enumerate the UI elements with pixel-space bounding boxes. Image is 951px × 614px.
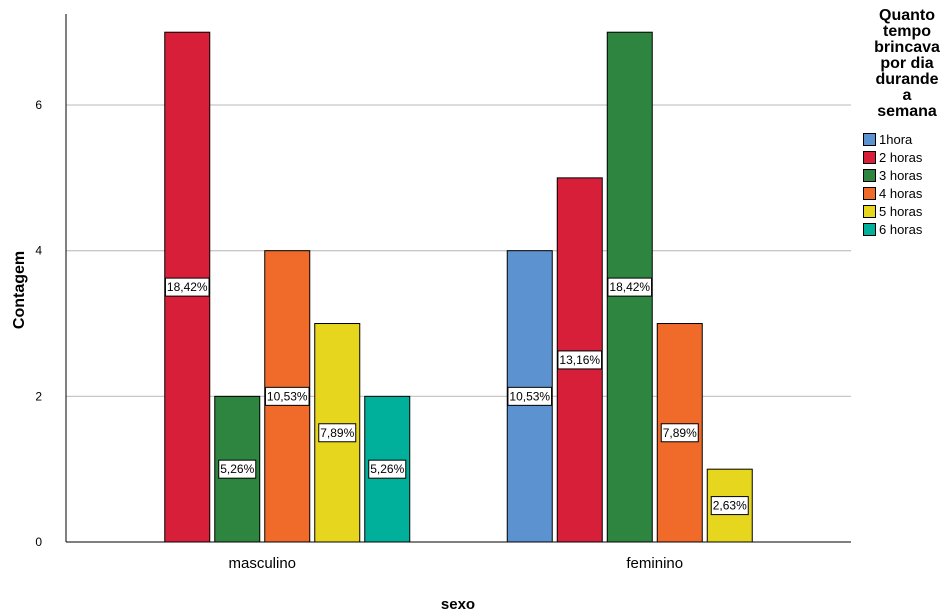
legend-title: Quanto tempo brincava por dia durande a … (874, 7, 940, 120)
legend-label: 4 horas (879, 185, 923, 201)
legend-item: 1hora (863, 130, 951, 148)
legend-item: 3 horas (863, 166, 951, 184)
legend-swatch (863, 150, 876, 164)
data-label: 5,26% (370, 462, 404, 476)
data-label-box (507, 386, 553, 406)
data-label: 2,63% (713, 499, 747, 513)
legend-item: 2 horas (863, 148, 951, 166)
data-label-box (557, 350, 603, 370)
data-label-box (264, 386, 310, 406)
data-label: 18,42% (609, 280, 650, 294)
data-label-box (318, 423, 357, 443)
data-label-box (368, 459, 407, 479)
data-labels: 18,42% 5,26% 10,53% 7,89% 5,26% 10,53% 13,16% 1… (164, 277, 749, 516)
data-label-box (218, 459, 257, 479)
axes: 0 2 4 6 masculino feminino (35, 14, 851, 572)
data-label: 13,16% (559, 353, 600, 367)
y-tick-label: 0 (35, 535, 42, 549)
data-label-box (710, 496, 749, 516)
data-label: 7,89% (320, 426, 354, 440)
legend: Quanto tempo brincava por dia durande a … (863, 8, 951, 238)
legend-label: 6 horas (879, 221, 923, 237)
data-label-box (607, 277, 653, 297)
legend-label: 5 horas (879, 203, 923, 219)
legend-label: 2 horas (879, 149, 923, 165)
legend-swatch (863, 204, 876, 218)
legend-swatch (863, 132, 876, 146)
legend-item: 6 horas (863, 220, 951, 238)
data-label: 7,89% (663, 426, 697, 440)
legend-label: 1hora (879, 131, 913, 147)
x-tick-label: feminino (626, 555, 683, 572)
y-tick-label: 6 (35, 98, 42, 112)
legend-swatch (863, 168, 876, 182)
data-label-box (660, 423, 699, 443)
y-axis-title: Contagem (11, 251, 28, 329)
legend-item: 4 horas (863, 184, 951, 202)
data-label: 10,53% (267, 389, 308, 403)
legend-label: 3 horas (879, 167, 923, 183)
legend-items: 1hora 2 horas 3 horas 4 horas 5 horas 6 horas (863, 130, 951, 238)
y-tick-label: 4 (35, 244, 42, 258)
legend-item: 5 horas (863, 202, 951, 220)
x-axis-title: sexo (441, 596, 475, 613)
data-label-box (164, 277, 210, 297)
legend-swatch (863, 186, 876, 200)
legend-swatch (863, 222, 876, 236)
data-label: 18,42% (167, 280, 208, 294)
y-tick-label: 2 (35, 389, 42, 403)
x-tick-label: masculino (228, 555, 296, 572)
data-label: 10,53% (509, 389, 550, 403)
data-label: 5,26% (220, 462, 254, 476)
